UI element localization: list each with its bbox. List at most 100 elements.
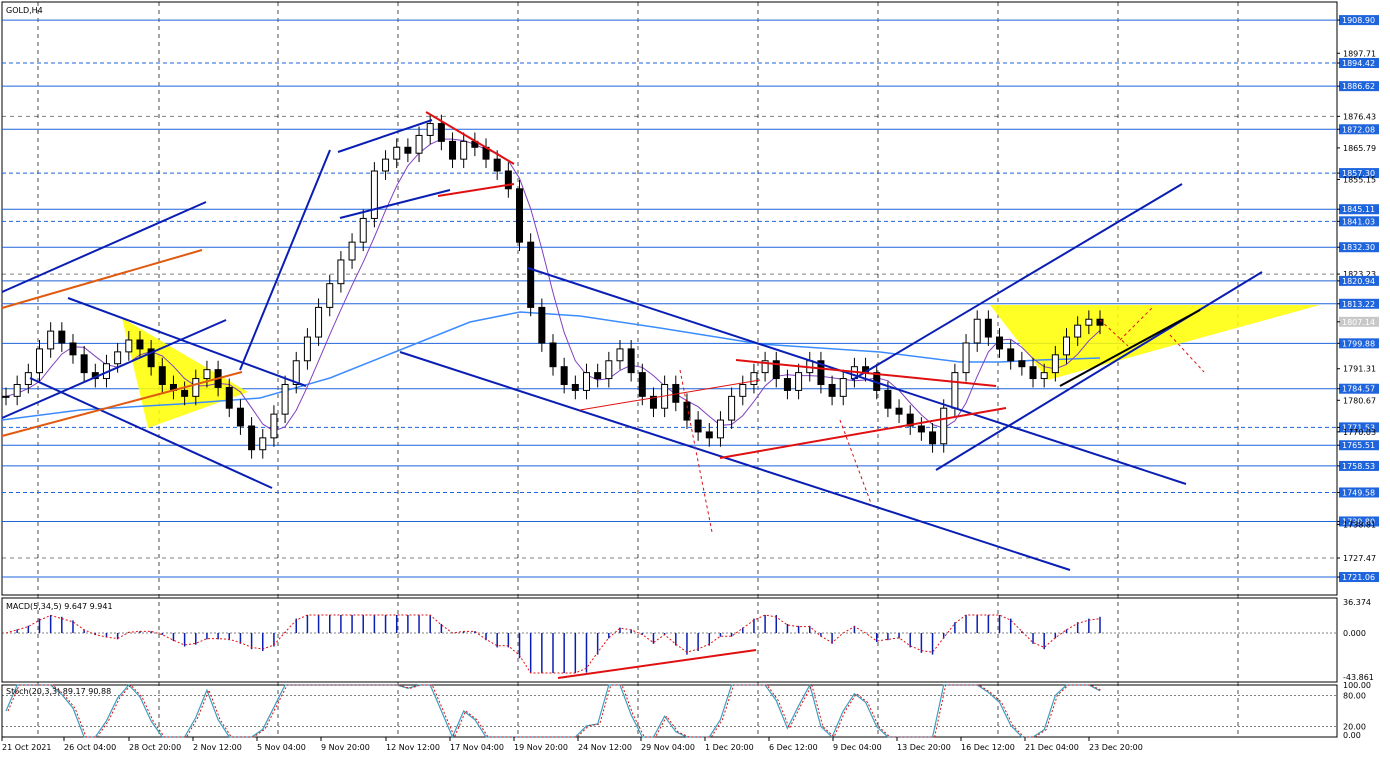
level-price-tag bbox=[1339, 440, 1379, 451]
macd-axis-label: 0.000 bbox=[1343, 629, 1366, 638]
candle-body bbox=[47, 330, 55, 350]
candle-body bbox=[315, 306, 323, 338]
price-axis-label: 1758.53 bbox=[1342, 462, 1375, 471]
level-price-tag bbox=[1339, 516, 1379, 527]
triangle-pattern-right bbox=[990, 305, 1320, 380]
time-axis-label: 21 Oct 2021 bbox=[2, 743, 51, 752]
candle-body bbox=[348, 241, 356, 261]
time-axis-label: 5 Nov 04:00 bbox=[257, 743, 306, 752]
candle-body bbox=[225, 386, 233, 409]
candle-body bbox=[493, 158, 501, 172]
price-axis-label: 1771.53 bbox=[1342, 423, 1375, 432]
price-axis-label: 1738.81 bbox=[1343, 520, 1376, 529]
red-trend-line bbox=[557, 649, 757, 679]
pattern-shapes bbox=[122, 305, 1320, 428]
grid-lines bbox=[1, 1, 1338, 738]
channel-line bbox=[851, 183, 1183, 381]
candle-body bbox=[1040, 372, 1048, 380]
candle-body bbox=[1085, 318, 1093, 326]
trend-lines bbox=[1, 111, 1263, 679]
stoch-panel-frame bbox=[1, 684, 1338, 738]
candle-body bbox=[69, 342, 77, 356]
candle-body bbox=[203, 369, 211, 380]
price-axis-label: 1823.23 bbox=[1343, 270, 1376, 279]
projection-arrow bbox=[1119, 305, 1155, 341]
stoch-title: Stoch(20,3,3) 89.17 90.88 bbox=[6, 687, 111, 696]
main-panel-frame bbox=[1, 1, 1338, 596]
macd-axis-label: -43.861 bbox=[1343, 673, 1374, 682]
candle-body bbox=[181, 389, 189, 397]
level-price-tag bbox=[1339, 58, 1379, 69]
candle-body bbox=[504, 170, 512, 190]
current-price-tag bbox=[1339, 316, 1379, 327]
channel-line bbox=[399, 351, 1071, 571]
candle-body bbox=[426, 123, 434, 136]
candle-body bbox=[683, 401, 691, 421]
level-price-tag bbox=[1339, 422, 1379, 433]
time-axis-label: 24 Nov 12:00 bbox=[578, 743, 632, 752]
stoch-axis-label: 0.00 bbox=[1343, 731, 1361, 740]
candle-body bbox=[359, 217, 367, 243]
candle-body bbox=[147, 348, 155, 368]
candle-body bbox=[449, 140, 457, 160]
candle-body bbox=[906, 413, 914, 427]
candle-body bbox=[594, 372, 602, 380]
price-axis-label: 1784.57 bbox=[1342, 385, 1375, 394]
price-axis-label: 1865.79 bbox=[1343, 144, 1376, 153]
candle-body bbox=[728, 395, 736, 421]
channel-line bbox=[337, 119, 433, 153]
candle-body bbox=[940, 407, 948, 445]
candle-body bbox=[1029, 366, 1037, 380]
level-price-tag bbox=[1339, 460, 1379, 471]
candle-body bbox=[236, 407, 244, 427]
price-axis-label: 1908.90 bbox=[1342, 16, 1375, 25]
candle-body bbox=[549, 342, 557, 368]
level-price-tag bbox=[1339, 383, 1379, 394]
time-axis-label: 26 Oct 04:00 bbox=[64, 743, 116, 752]
candle-body bbox=[839, 378, 847, 397]
candle-body bbox=[281, 383, 289, 415]
candle-body bbox=[739, 383, 747, 397]
candle-body bbox=[795, 372, 803, 391]
price-axis-label: 1721.06 bbox=[1342, 573, 1375, 582]
candle-body bbox=[370, 170, 378, 219]
candle-body bbox=[1096, 318, 1104, 326]
candle-body bbox=[158, 366, 166, 385]
candle-body bbox=[627, 348, 635, 374]
orange-trend-line bbox=[1, 371, 243, 437]
candle-body bbox=[460, 140, 468, 160]
projection-arrow bbox=[1099, 319, 1129, 347]
candle-body bbox=[1063, 336, 1071, 356]
candle-body bbox=[984, 318, 992, 338]
candle-body bbox=[605, 360, 613, 380]
time-axis-label: 12 Nov 12:00 bbox=[386, 743, 440, 752]
candle-body bbox=[761, 360, 769, 374]
candle-body bbox=[996, 336, 1004, 350]
price-axis-label: 1765.51 bbox=[1342, 441, 1375, 450]
macd-axis-label: 36.374 bbox=[1343, 598, 1371, 607]
candle-body bbox=[516, 188, 524, 243]
price-axis-label: 1876.43 bbox=[1343, 112, 1376, 121]
level-price-tag bbox=[1339, 242, 1379, 253]
price-axis-label: 1894.42 bbox=[1342, 59, 1375, 68]
price-axis-label: 1813.22 bbox=[1342, 300, 1375, 309]
candle-body bbox=[962, 342, 970, 374]
price-axis-label: 1832.30 bbox=[1342, 243, 1375, 252]
channel-line bbox=[239, 149, 331, 371]
candle-body bbox=[917, 425, 925, 433]
channel-line bbox=[1, 319, 227, 419]
candle-body bbox=[2, 395, 10, 398]
triangle-pattern-left bbox=[122, 318, 248, 428]
candle-body bbox=[772, 360, 780, 380]
red-trend-line bbox=[425, 111, 515, 165]
candle-body bbox=[125, 339, 133, 353]
time-axis-label: 9 Nov 20:00 bbox=[321, 743, 370, 752]
fast-moving-average bbox=[5, 138, 1101, 432]
time-axis-label: 29 Nov 04:00 bbox=[641, 743, 695, 752]
level-price-tag bbox=[1339, 15, 1379, 26]
time-axis-label: 23 Dec 20:00 bbox=[1089, 743, 1143, 752]
candle-body bbox=[750, 372, 758, 385]
slow-moving-average bbox=[1, 311, 1101, 421]
candle-body bbox=[292, 360, 300, 385]
